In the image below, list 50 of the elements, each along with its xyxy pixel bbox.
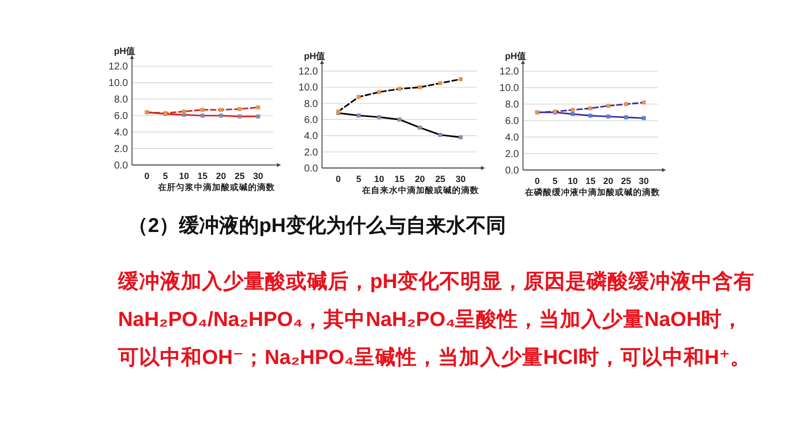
x-tick-label: 0 <box>336 174 341 184</box>
y-tick-label: 6.0 <box>114 111 128 122</box>
x-axis-title: 在磷酸缓冲液中滴加酸或碱的滴数 <box>524 187 661 197</box>
y-tick-label: 2.0 <box>505 149 520 160</box>
y-tick-label: 6.0 <box>304 115 318 126</box>
x-tick-label: 25 <box>435 174 446 184</box>
x-tick-label: 20 <box>414 174 425 184</box>
text: 缓冲液加入少量酸或碱后，pH变化不明显，原因是磷酸缓冲液中含有NaH₂PO₄/Na₂HPO₄，其中NaH₂PO₄呈酸性，当加入少量NaOH时，可以中和OH⁻；Na₂HPO₄呈碱性，当加入少量HCl时，可以中和H⁺。 <box>118 269 756 371</box>
x-tick-label: 0 <box>534 176 540 186</box>
x-tick-label: 15 <box>197 171 208 181</box>
x-axis-title: 在肝匀浆中滴加酸或碱的滴数 <box>157 182 276 192</box>
y-axis-title: pH值 <box>114 46 135 56</box>
y-tick-label: 8.0 <box>304 98 318 110</box>
y-axis-title: pH值 <box>304 51 325 61</box>
y-tick-label: 10.0 <box>500 83 520 94</box>
x-tick-label: 5 <box>552 176 558 186</box>
x-tick-label: 0 <box>144 171 150 181</box>
y-tick-label: 0.0 <box>114 160 128 172</box>
y-tick-label: 2.0 <box>114 144 128 156</box>
y-tick-label: 0.0 <box>304 164 318 174</box>
x-tick-label: 25 <box>621 176 632 186</box>
y-tick-label: 12.0 <box>108 62 128 73</box>
y-tick-label: 12.0 <box>500 66 520 78</box>
y-tick-label: 8.0 <box>505 100 520 111</box>
x-tick-label: 10 <box>178 171 189 181</box>
y-tick-label: 2.0 <box>304 147 318 158</box>
y-tick-label: 10.0 <box>298 82 318 94</box>
y-tick-label: 10.0 <box>108 78 128 90</box>
y-tick-label: 0.0 <box>505 166 520 176</box>
x-tick-label: 30 <box>253 171 264 181</box>
y-tick-label: 4.0 <box>304 131 318 142</box>
y-tick-label: 6.0 <box>505 116 520 128</box>
x-tick-label: 10 <box>374 174 384 184</box>
x-tick-label: 20 <box>216 171 226 181</box>
x-tick-label: 5 <box>356 174 362 184</box>
x-tick-label: 15 <box>394 174 405 184</box>
y-tick-label: 8.0 <box>114 94 128 106</box>
y-tick-label: 4.0 <box>114 128 128 139</box>
y-axis-title: pH值 <box>505 51 526 61</box>
x-tick-label: 15 <box>585 176 596 186</box>
y-tick-label: 12.0 <box>298 66 318 78</box>
x-tick-label: 20 <box>603 176 614 186</box>
x-axis-title: 在自来水中滴加酸或碱的滴数 <box>361 185 480 195</box>
x-tick-label: 30 <box>456 174 466 184</box>
x-tick-label: 10 <box>568 176 578 186</box>
y-tick-label: 4.0 <box>505 132 520 144</box>
x-tick-label: 5 <box>162 171 168 181</box>
x-tick-label: 25 <box>234 171 245 181</box>
x-tick-label: 30 <box>638 176 649 186</box>
text: （2）缓冲液的pH变化为什么与自来水不同 <box>128 214 507 239</box>
